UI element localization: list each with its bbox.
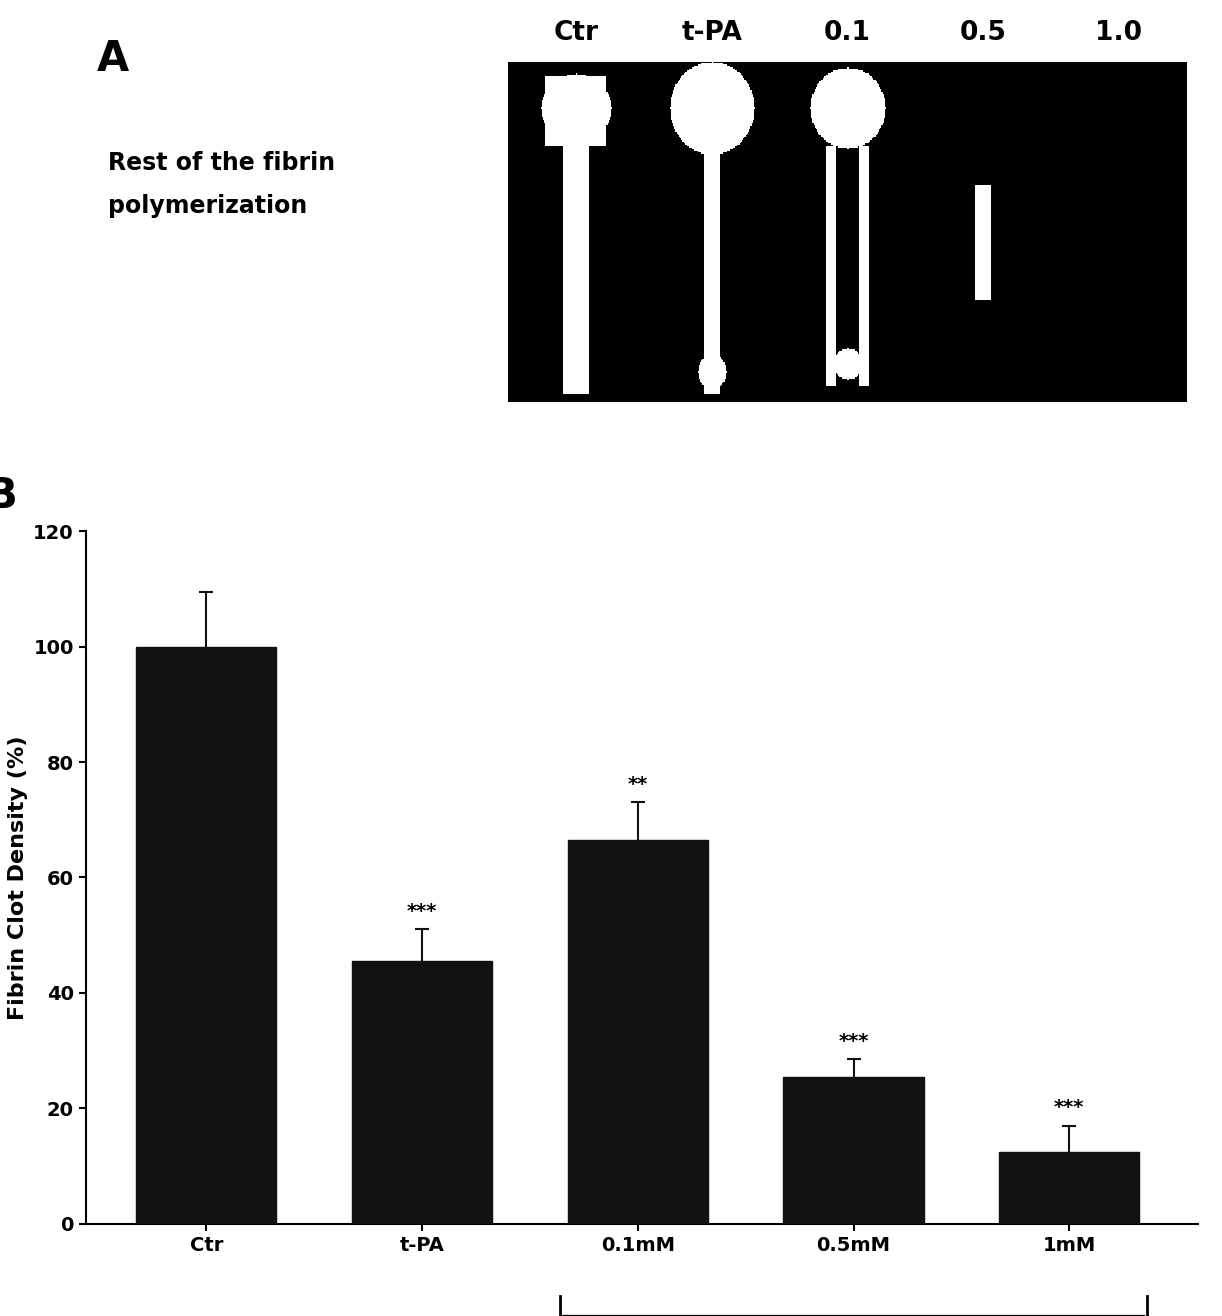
Text: 0.1: 0.1 — [824, 20, 871, 46]
Bar — [352, 961, 492, 1224]
Text: Rest of the fibrin
polymerization: Rest of the fibrin polymerization — [108, 151, 335, 218]
Text: t-PA: t-PA — [681, 20, 742, 46]
Text: ***: *** — [407, 901, 437, 921]
Text: 0.5: 0.5 — [959, 20, 1007, 46]
Bar — [783, 1076, 924, 1224]
Text: Ctr: Ctr — [554, 20, 599, 46]
Bar — [568, 840, 708, 1224]
Text: A: A — [97, 38, 128, 80]
Bar — [136, 646, 276, 1224]
Text: **: ** — [628, 775, 648, 794]
Bar — [1000, 1152, 1139, 1224]
Text: 1.0: 1.0 — [1095, 20, 1143, 46]
Text: ***: *** — [838, 1032, 869, 1050]
Text: ***: *** — [1055, 1098, 1084, 1117]
Y-axis label: Fibrin Clot Density (%): Fibrin Clot Density (%) — [7, 736, 28, 1020]
Text: B: B — [0, 475, 17, 517]
